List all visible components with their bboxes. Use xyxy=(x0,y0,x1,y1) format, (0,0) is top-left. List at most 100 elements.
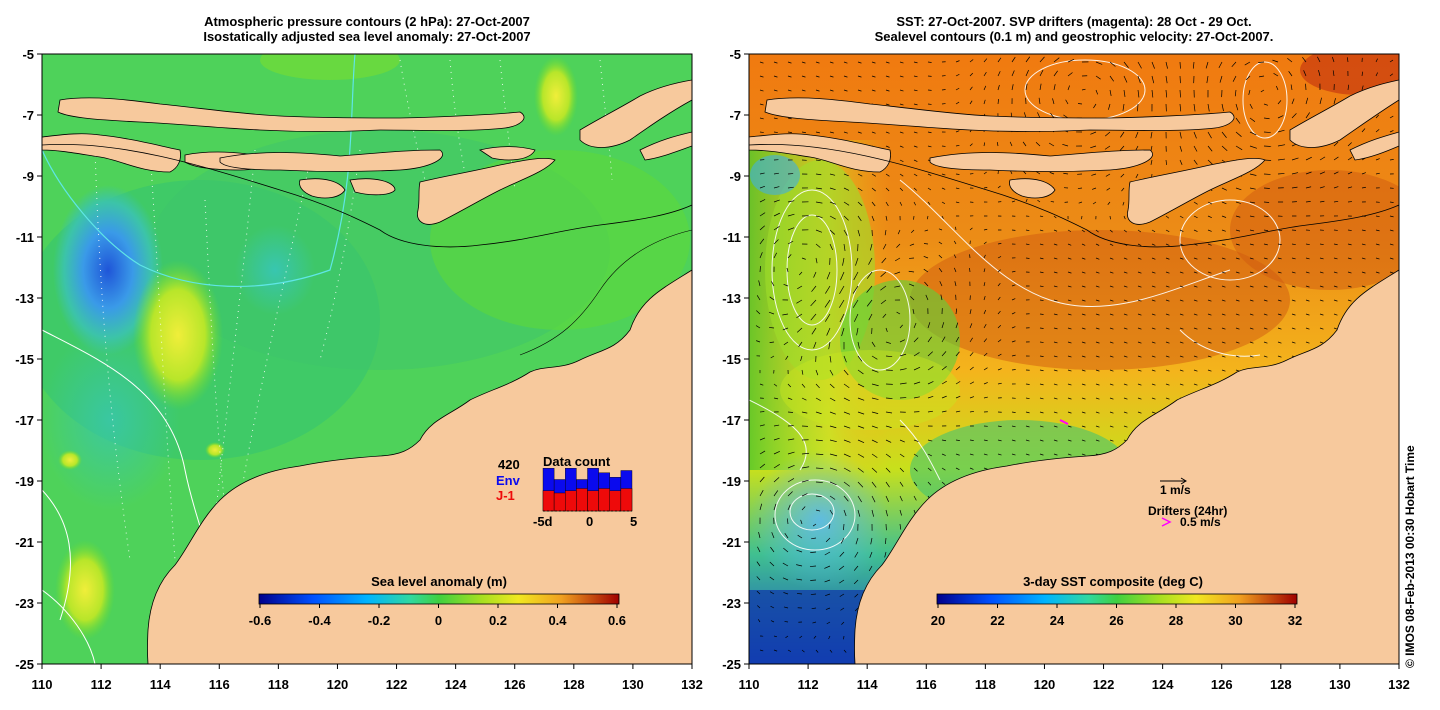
velocity-arrow xyxy=(1165,355,1170,358)
velocity-arrow xyxy=(786,518,789,525)
velocity-arrow xyxy=(1249,187,1256,190)
velocity-arrow xyxy=(927,145,932,148)
velocity-arrow xyxy=(884,229,887,236)
velocity-arrow xyxy=(787,227,795,231)
velocity-arrow xyxy=(1053,355,1058,358)
velocity-arrow xyxy=(941,467,946,471)
velocity-arrow xyxy=(925,294,929,301)
velocity-arrow xyxy=(1179,103,1182,112)
colorbar-tick-label: -0.2 xyxy=(368,613,390,628)
velocity-arrow xyxy=(997,185,1001,189)
velocity-arrow xyxy=(843,229,848,236)
velocity-arrow xyxy=(885,537,887,545)
velocity-arrow xyxy=(969,410,975,413)
velocity-arrow xyxy=(773,450,780,455)
velocity-arrow xyxy=(1109,285,1114,288)
velocity-arrow xyxy=(813,341,817,349)
velocity-arrow xyxy=(1235,145,1243,151)
velocity-arrow xyxy=(783,341,789,346)
velocity-arrow xyxy=(913,453,919,457)
velocity-arrow xyxy=(829,75,834,78)
velocity-arrow xyxy=(1221,327,1226,330)
velocity-arrow xyxy=(1025,383,1030,385)
velocity-arrow xyxy=(759,131,764,133)
velocity-arrow xyxy=(796,578,803,581)
velocity-arrow xyxy=(1137,383,1142,386)
left-xtick-label: 112 xyxy=(91,677,112,692)
velocity-arrow xyxy=(1123,89,1126,97)
velocity-arrow xyxy=(899,439,905,443)
velocity-arrow xyxy=(1263,117,1270,120)
velocity-arrow xyxy=(871,201,876,207)
velocity-arrow xyxy=(815,159,821,162)
velocity-arrow xyxy=(810,579,817,581)
velocity-arrow xyxy=(1011,270,1016,273)
velocity-arrow xyxy=(756,590,761,595)
velocity-arrow xyxy=(1081,411,1086,414)
velocity-arrow xyxy=(1109,257,1114,260)
velocity-arrow xyxy=(1165,89,1168,98)
j1-count-bar xyxy=(620,488,633,512)
velocity-arrow xyxy=(927,410,933,413)
velocity-arrow xyxy=(941,481,946,485)
velocity-arrow xyxy=(1109,369,1114,372)
velocity-arrow xyxy=(1137,243,1142,246)
left-ytick-label: -25 xyxy=(15,657,34,672)
velocity-arrow xyxy=(1193,355,1198,358)
velocity-arrow xyxy=(1109,397,1114,400)
velocity-arrow xyxy=(1151,285,1156,288)
velocity-arrow xyxy=(1305,243,1310,246)
velocity-arrow xyxy=(953,267,957,273)
velocity-arrow xyxy=(1277,285,1282,288)
velocity-arrow xyxy=(1333,141,1339,147)
velocity-arrow xyxy=(1249,229,1255,232)
velocity-arrow xyxy=(1091,173,1097,176)
right-xtick-label: 126 xyxy=(1211,677,1233,692)
velocity-arrow xyxy=(1260,89,1265,93)
velocity-arrow xyxy=(1092,201,1097,205)
velocity-arrow xyxy=(1053,411,1058,414)
velocity-arrow xyxy=(1291,271,1296,274)
velocity-arrow xyxy=(759,238,765,245)
velocity-arrow xyxy=(913,159,918,162)
velocity-arrow xyxy=(1207,271,1212,274)
velocity-arrow xyxy=(810,313,817,321)
velocity-arrow xyxy=(1361,186,1366,189)
velocity-arrow xyxy=(787,464,795,469)
velocity-arrow xyxy=(927,336,932,343)
velocity-arrow xyxy=(899,145,904,148)
velocity-arrow xyxy=(953,240,957,245)
velocity-arrow xyxy=(829,467,838,471)
left-ytick-label: -7 xyxy=(22,108,34,123)
velocity-arrow xyxy=(1095,341,1100,344)
velocity-arrow xyxy=(1207,285,1212,288)
velocity-arrow xyxy=(1081,327,1086,330)
velocity-arrow xyxy=(1123,327,1128,330)
right-ytick-label: -23 xyxy=(722,596,741,611)
velocity-arrow xyxy=(843,509,847,517)
velocity-arrow xyxy=(1193,131,1197,139)
velocity-arrow xyxy=(983,254,986,259)
velocity-arrow xyxy=(1277,313,1282,316)
velocity-arrow xyxy=(1050,201,1055,203)
velocity-arrow xyxy=(1165,327,1170,330)
velocity-arrow xyxy=(1151,299,1156,302)
velocity-arrow xyxy=(1375,58,1378,63)
velocity-arrow xyxy=(1333,186,1339,189)
velocity-arrow xyxy=(1389,159,1394,161)
velocity-arrow xyxy=(759,450,766,455)
velocity-arrow xyxy=(1263,103,1269,106)
velocity-arrow xyxy=(1137,299,1142,302)
velocity-arrow xyxy=(1010,170,1013,175)
velocity-arrow xyxy=(815,257,818,264)
velocity-arrow xyxy=(871,439,878,444)
velocity-arrow xyxy=(773,503,777,511)
velocity-arrow xyxy=(1277,129,1285,133)
velocity-arrow xyxy=(884,551,887,558)
velocity-arrow xyxy=(1258,61,1265,64)
velocity-arrow xyxy=(1011,354,1016,357)
velocity-arrow xyxy=(1319,243,1324,246)
velocity-arrow xyxy=(825,537,831,543)
velocity-arrow xyxy=(1067,355,1072,358)
velocity-arrow xyxy=(1151,411,1156,414)
